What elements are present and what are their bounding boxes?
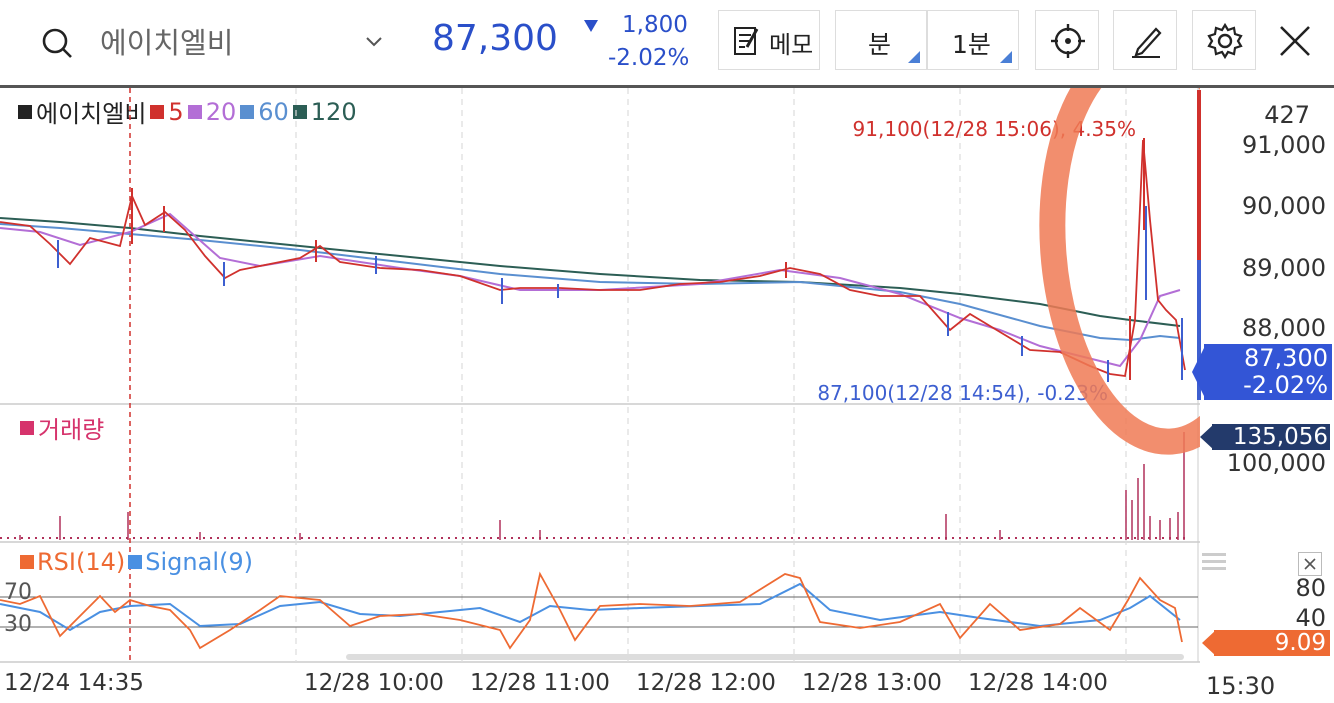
current-price: 87,300 bbox=[432, 18, 558, 59]
rsi-current-tag: 9.09 bbox=[1202, 630, 1330, 656]
price-tick: 88,000 bbox=[1242, 314, 1326, 342]
dropdown-corner-icon bbox=[908, 51, 920, 63]
rsi-tick-right: 40 bbox=[1295, 604, 1326, 632]
legend-swatch bbox=[20, 420, 34, 435]
price-axis bbox=[1197, 88, 1334, 663]
period-label: 분 bbox=[868, 30, 892, 59]
legend-ma5: 5 bbox=[168, 97, 184, 126]
down-arrow-icon bbox=[583, 18, 599, 37]
header-divider bbox=[0, 85, 1334, 88]
time-tick: 12/28 13:00 bbox=[802, 670, 942, 696]
legend-swatch bbox=[187, 104, 202, 119]
rsi-tick-left: 70 bbox=[4, 580, 32, 605]
price-bar-red bbox=[1197, 90, 1201, 260]
volume-current-value: 135,056 bbox=[1232, 424, 1328, 450]
candles-blue bbox=[57, 206, 1183, 382]
interval-select[interactable]: 1분 bbox=[927, 10, 1019, 70]
rsi-tick-right: 80 bbox=[1295, 574, 1326, 602]
main-legend: 에이치엘비 5 20 60 120 bbox=[18, 94, 357, 129]
price-line bbox=[0, 139, 1186, 378]
price-tick: 91,000 bbox=[1242, 131, 1326, 159]
legend-swatch bbox=[128, 555, 143, 569]
candles-red bbox=[131, 138, 1145, 380]
legend-ma120: 120 bbox=[310, 97, 357, 126]
rsi-current-value: 9.09 bbox=[1274, 630, 1326, 656]
rsi-legend: RSI(14) Signal(9) bbox=[20, 548, 253, 576]
price-tick: 90,000 bbox=[1242, 192, 1326, 220]
legend-swatch bbox=[150, 104, 165, 119]
legend-ma60: 60 bbox=[258, 97, 289, 126]
grid-lines bbox=[295, 88, 1127, 662]
rsi-legend-label: RSI(14) bbox=[37, 548, 126, 576]
pen-icon bbox=[1128, 23, 1164, 63]
low-annotation: 87,100(12/28 14:54), -0.23% bbox=[817, 381, 1108, 405]
change-amount: 1,800 bbox=[622, 12, 688, 38]
search-icon[interactable] bbox=[40, 26, 74, 60]
memo-button[interactable]: 메모 bbox=[718, 10, 820, 70]
time-tick: 12/28 11:00 bbox=[470, 670, 610, 696]
rsi-line bbox=[0, 571, 1183, 650]
price-tick: 89,000 bbox=[1242, 254, 1326, 282]
volume-legend: 거래량 bbox=[20, 410, 104, 445]
volume-tick: 100,000 bbox=[1226, 449, 1326, 477]
chart-canvas[interactable]: 91,100(12/28 15:06), 4.35% 87,100(12/28 … bbox=[0, 88, 1200, 663]
ma120-line bbox=[0, 217, 1181, 327]
legend-swatch bbox=[20, 555, 34, 569]
legend-swatch bbox=[18, 104, 32, 119]
crosshair-button[interactable] bbox=[1035, 10, 1099, 70]
legend-stock: 에이치엘비 bbox=[36, 100, 147, 128]
axis-count-label: 427 bbox=[1264, 101, 1310, 129]
current-price-tag: 87,300 -2.02% bbox=[1192, 344, 1332, 400]
period-select[interactable]: 분 bbox=[835, 10, 927, 70]
current-time: 15:30 bbox=[1206, 672, 1276, 700]
highlight-ellipse bbox=[1039, 88, 1200, 455]
gear-icon bbox=[1206, 22, 1244, 64]
current-rate-value: -2.02% bbox=[1243, 371, 1328, 399]
settings-button[interactable] bbox=[1192, 10, 1256, 70]
close-icon[interactable] bbox=[1278, 24, 1312, 62]
draw-button[interactable] bbox=[1113, 10, 1177, 70]
memo-label: 메모 bbox=[769, 31, 814, 59]
high-annotation: 91,100(12/28 15:06), 4.35% bbox=[853, 117, 1136, 141]
volume-legend-label: 거래량 bbox=[38, 416, 105, 444]
chart-scrollbar bbox=[346, 654, 1184, 660]
time-tick: 12/28 12:00 bbox=[636, 670, 776, 696]
volume-current-tag: 135,056 bbox=[1200, 424, 1330, 450]
memo-icon bbox=[733, 25, 761, 61]
legend-swatch bbox=[240, 104, 255, 119]
change-rate: -2.02% bbox=[608, 45, 690, 71]
price-bar-blue bbox=[1197, 260, 1201, 400]
top-bar: 에이치엘비 87,300 1,800 -2.02% 메모 분 1분 bbox=[0, 0, 1334, 86]
ma60-line bbox=[0, 223, 1181, 342]
current-price-value: 87,300 bbox=[1244, 344, 1328, 372]
panel-menu-icon[interactable] bbox=[1202, 553, 1226, 570]
panel-close-icon[interactable] bbox=[1298, 552, 1322, 576]
chevron-down-icon[interactable] bbox=[364, 34, 384, 53]
signal-legend-label: Signal(9) bbox=[145, 548, 253, 576]
legend-ma20: 20 bbox=[205, 97, 237, 126]
dropdown-corner-icon bbox=[1000, 51, 1012, 63]
time-tick: 12/28 14:00 bbox=[968, 670, 1108, 696]
crosshair-icon bbox=[1050, 23, 1086, 63]
volume-bars bbox=[19, 432, 1185, 540]
signal-line bbox=[0, 582, 1181, 632]
time-tick: 12/24 14:35 bbox=[4, 670, 144, 696]
stock-name[interactable]: 에이치엘비 bbox=[100, 26, 234, 60]
interval-label: 1분 bbox=[952, 30, 991, 59]
time-tick: 12/28 10:00 bbox=[304, 670, 444, 696]
rsi-tick-left: 30 bbox=[4, 612, 32, 637]
